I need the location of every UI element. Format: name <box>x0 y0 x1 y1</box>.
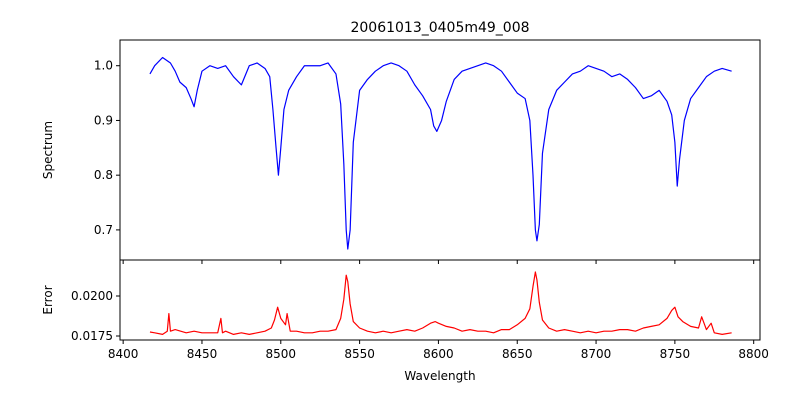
error-x-tick-label: 8650 <box>502 347 533 361</box>
spectrum-y-tick-label: 0.8 <box>94 168 113 182</box>
spectrum-y-tick-label: 0.7 <box>94 223 113 237</box>
error-x-tick-label: 8450 <box>187 347 218 361</box>
error-x-tick-label: 8750 <box>660 347 691 361</box>
error-x-tick-label: 8800 <box>738 347 769 361</box>
error-series-line-0 <box>149 271 732 335</box>
spectrum-panel: Spectrum 0.7 0.8 0.9 1.0 <box>41 39 761 264</box>
error-panel: Error Wavelength 8400 8450 8500 8550 8600 865… <box>41 259 769 383</box>
spectrum-axes-frame <box>119 39 761 261</box>
error-x-tick-label: 8400 <box>108 347 139 361</box>
error-y-tick-label: 0.0200 <box>71 289 113 303</box>
error-axes-frame <box>119 259 761 341</box>
spectrum-ylabel: Spectrum <box>41 121 55 179</box>
spectrum-y-tick-label: 0.9 <box>94 113 113 127</box>
error-y-tick-label: 0.0175 <box>71 329 113 343</box>
error-ylabel: Error <box>41 285 55 314</box>
error-x-tick-label: 8550 <box>344 347 375 361</box>
error-x-tick-label: 8600 <box>423 347 454 361</box>
wavelength-xlabel: Wavelength <box>404 369 475 383</box>
error-x-tick-label: 8500 <box>266 347 297 361</box>
spectrum-y-tick-label: 1.0 <box>94 59 113 73</box>
spectrum-series-line-0 <box>149 56 732 250</box>
error-x-tick-label: 8700 <box>581 347 612 361</box>
chart-title: 20061013_0405m49_008 <box>350 20 529 36</box>
